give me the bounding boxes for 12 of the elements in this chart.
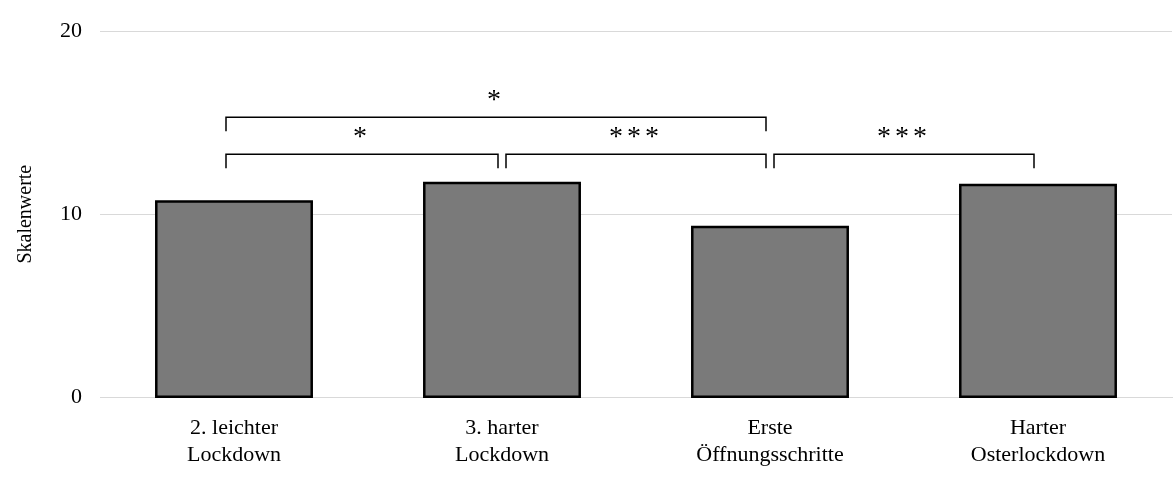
- y-tick-label: 20: [60, 16, 82, 42]
- y-axis-title: Skalenwerte: [13, 164, 36, 264]
- x-tick-label: Erste Öffnungsschritte: [696, 414, 844, 466]
- x-tick-label: 3. harter Lockdown: [454, 414, 550, 466]
- annotation: ***: [609, 120, 663, 153]
- annotation: *: [487, 83, 505, 116]
- annotation: *: [353, 120, 371, 153]
- y-tick-label: 10: [60, 199, 82, 225]
- x-tick-label: 2. leichter Lockdown: [186, 414, 282, 466]
- annotation: ***: [877, 120, 931, 153]
- y-tick-label: 0: [71, 382, 82, 408]
- x-tick-label: Harter Osterlockdown: [970, 414, 1106, 466]
